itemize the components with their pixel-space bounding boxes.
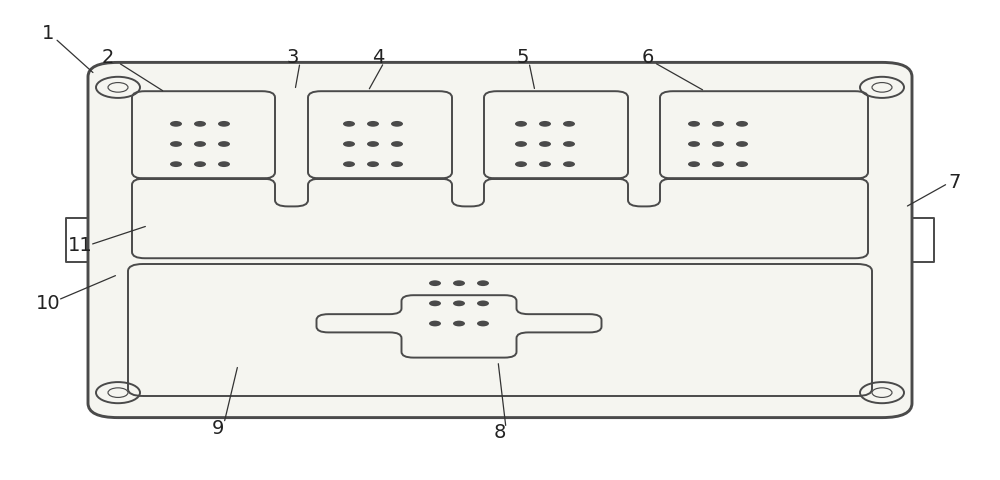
Circle shape (429, 321, 441, 326)
Circle shape (563, 161, 575, 167)
Circle shape (539, 161, 551, 167)
Text: 5: 5 (517, 48, 529, 67)
Circle shape (712, 141, 724, 147)
Text: 1: 1 (42, 24, 54, 43)
Circle shape (170, 161, 182, 167)
Circle shape (391, 141, 403, 147)
Circle shape (688, 141, 700, 147)
Circle shape (343, 141, 355, 147)
Text: 11: 11 (68, 236, 92, 255)
Circle shape (194, 141, 206, 147)
Circle shape (477, 321, 489, 326)
Circle shape (367, 121, 379, 127)
Circle shape (477, 300, 489, 306)
Circle shape (539, 121, 551, 127)
Circle shape (367, 141, 379, 147)
Circle shape (477, 280, 489, 286)
Text: 8: 8 (494, 423, 506, 443)
Circle shape (170, 121, 182, 127)
Circle shape (688, 121, 700, 127)
Circle shape (170, 141, 182, 147)
Circle shape (453, 321, 465, 326)
Circle shape (712, 121, 724, 127)
Circle shape (391, 161, 403, 167)
Circle shape (563, 121, 575, 127)
Circle shape (343, 161, 355, 167)
Text: 9: 9 (212, 419, 224, 438)
Circle shape (453, 300, 465, 306)
Circle shape (736, 141, 748, 147)
Circle shape (218, 141, 230, 147)
Text: 6: 6 (642, 48, 654, 67)
Text: 3: 3 (287, 48, 299, 67)
PathPatch shape (88, 62, 912, 418)
Circle shape (343, 121, 355, 127)
Circle shape (453, 280, 465, 286)
Circle shape (736, 161, 748, 167)
Circle shape (218, 121, 230, 127)
Circle shape (515, 161, 527, 167)
Circle shape (736, 121, 748, 127)
Text: 2: 2 (102, 48, 114, 67)
Circle shape (429, 280, 441, 286)
Circle shape (688, 161, 700, 167)
Circle shape (367, 161, 379, 167)
Circle shape (429, 300, 441, 306)
Circle shape (563, 141, 575, 147)
Circle shape (515, 121, 527, 127)
Circle shape (712, 161, 724, 167)
Circle shape (539, 141, 551, 147)
Circle shape (218, 161, 230, 167)
Text: 7: 7 (949, 173, 961, 192)
Circle shape (391, 121, 403, 127)
Text: 10: 10 (36, 294, 60, 313)
Text: 4: 4 (372, 48, 384, 67)
Circle shape (515, 141, 527, 147)
Circle shape (194, 121, 206, 127)
Circle shape (194, 161, 206, 167)
